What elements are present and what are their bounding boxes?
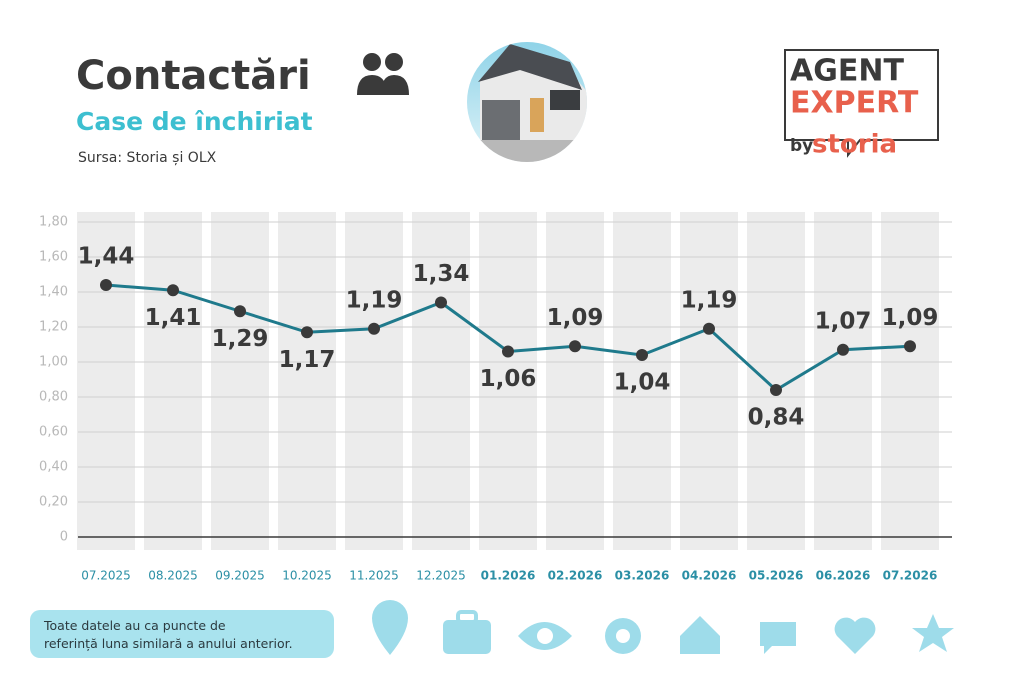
chart-subtitle: Case de închiriat [76,107,313,136]
data-label: 1,09 [882,305,939,331]
plot: 0 0,20 0,40 0,60 0,80 1,00 1,20 1,40 1,60 1,80 07.… [39,212,952,583]
note-box [30,610,334,658]
logo-brand: storia [812,130,897,160]
data-label: 1,19 [346,287,403,313]
data-point [502,345,514,358]
x-tick-label: 08.2025 [148,569,198,583]
data-point [368,322,380,335]
column-band [144,212,202,550]
data-label: 0,84 [748,405,805,431]
data-point [770,384,782,396]
y-tick-label: 0 [60,530,68,545]
y-tick-label: 0,60 [39,425,68,440]
column-band [613,212,671,550]
data-point [837,343,849,356]
data-label: 1,17 [279,347,336,373]
x-tick-label: 07.2025 [81,569,131,583]
data-label: 1,41 [145,305,202,331]
x-tick-label: 01.2026 [481,569,536,583]
data-label: 1,29 [212,326,269,352]
chart-title: Contactări [76,53,311,99]
column-band [278,212,336,550]
logo-line2: EXPERT [790,86,919,121]
data-label: 1,07 [815,308,872,334]
y-tick-label: 0,80 [39,390,68,405]
data-point [904,340,916,353]
data-label: 1,34 [413,261,470,287]
x-tick-label: 06.2026 [816,569,871,583]
y-tick-label: 1,00 [39,355,68,370]
x-tick-label: 07.2026 [883,569,938,583]
x-tick-label: 03.2026 [615,569,670,583]
data-point [569,340,581,353]
column-band [412,212,470,550]
y-tick-label: 1,60 [39,250,68,265]
data-point [636,349,648,361]
column-band [345,212,403,550]
data-label: 1,06 [480,366,537,392]
data-point [301,326,313,339]
house-photo [467,42,587,162]
column-band [814,212,872,550]
column-band [546,212,604,550]
y-tick-label: 0,20 [39,495,68,510]
data-point [234,305,246,318]
footer-icons [372,600,954,655]
data-point [167,284,179,297]
column-band [479,212,537,550]
data-point [435,296,447,309]
x-tick-label: 10.2025 [282,569,332,583]
data-label: 1,04 [614,370,671,396]
column-band [747,212,805,550]
column-band [211,212,269,550]
data-label: 1,19 [681,287,738,313]
chart-source: Sursa: Storia și OLX [78,150,217,166]
data-point [100,279,112,291]
logo-by: by [790,136,813,156]
note-line1: Toate datele au ca puncte de referință lu… [43,618,293,651]
x-tick-label: 04.2026 [682,569,737,583]
logo-line1: AGENT [790,54,904,89]
data-label: 1,09 [547,305,604,331]
x-tick-label: 11.2025 [349,569,399,583]
x-tick-label: 05.2026 [749,569,804,583]
x-tick-label: 12.2025 [416,569,466,583]
logo: AGENT EXPERT by storia [784,49,939,160]
data-point [703,322,715,335]
people-icon [357,53,409,95]
y-tick-label: 1,80 [39,215,68,230]
y-tick-label: 0,40 [39,460,68,475]
data-label: 1,44 [78,244,135,270]
column-band [680,212,738,550]
column-band [881,212,939,550]
y-tick-label: 1,20 [39,320,68,335]
x-tick-label: 02.2026 [548,569,603,583]
column-band [77,212,135,550]
x-tick-label: 09.2025 [215,569,265,583]
y-tick-label: 1,40 [39,285,68,300]
